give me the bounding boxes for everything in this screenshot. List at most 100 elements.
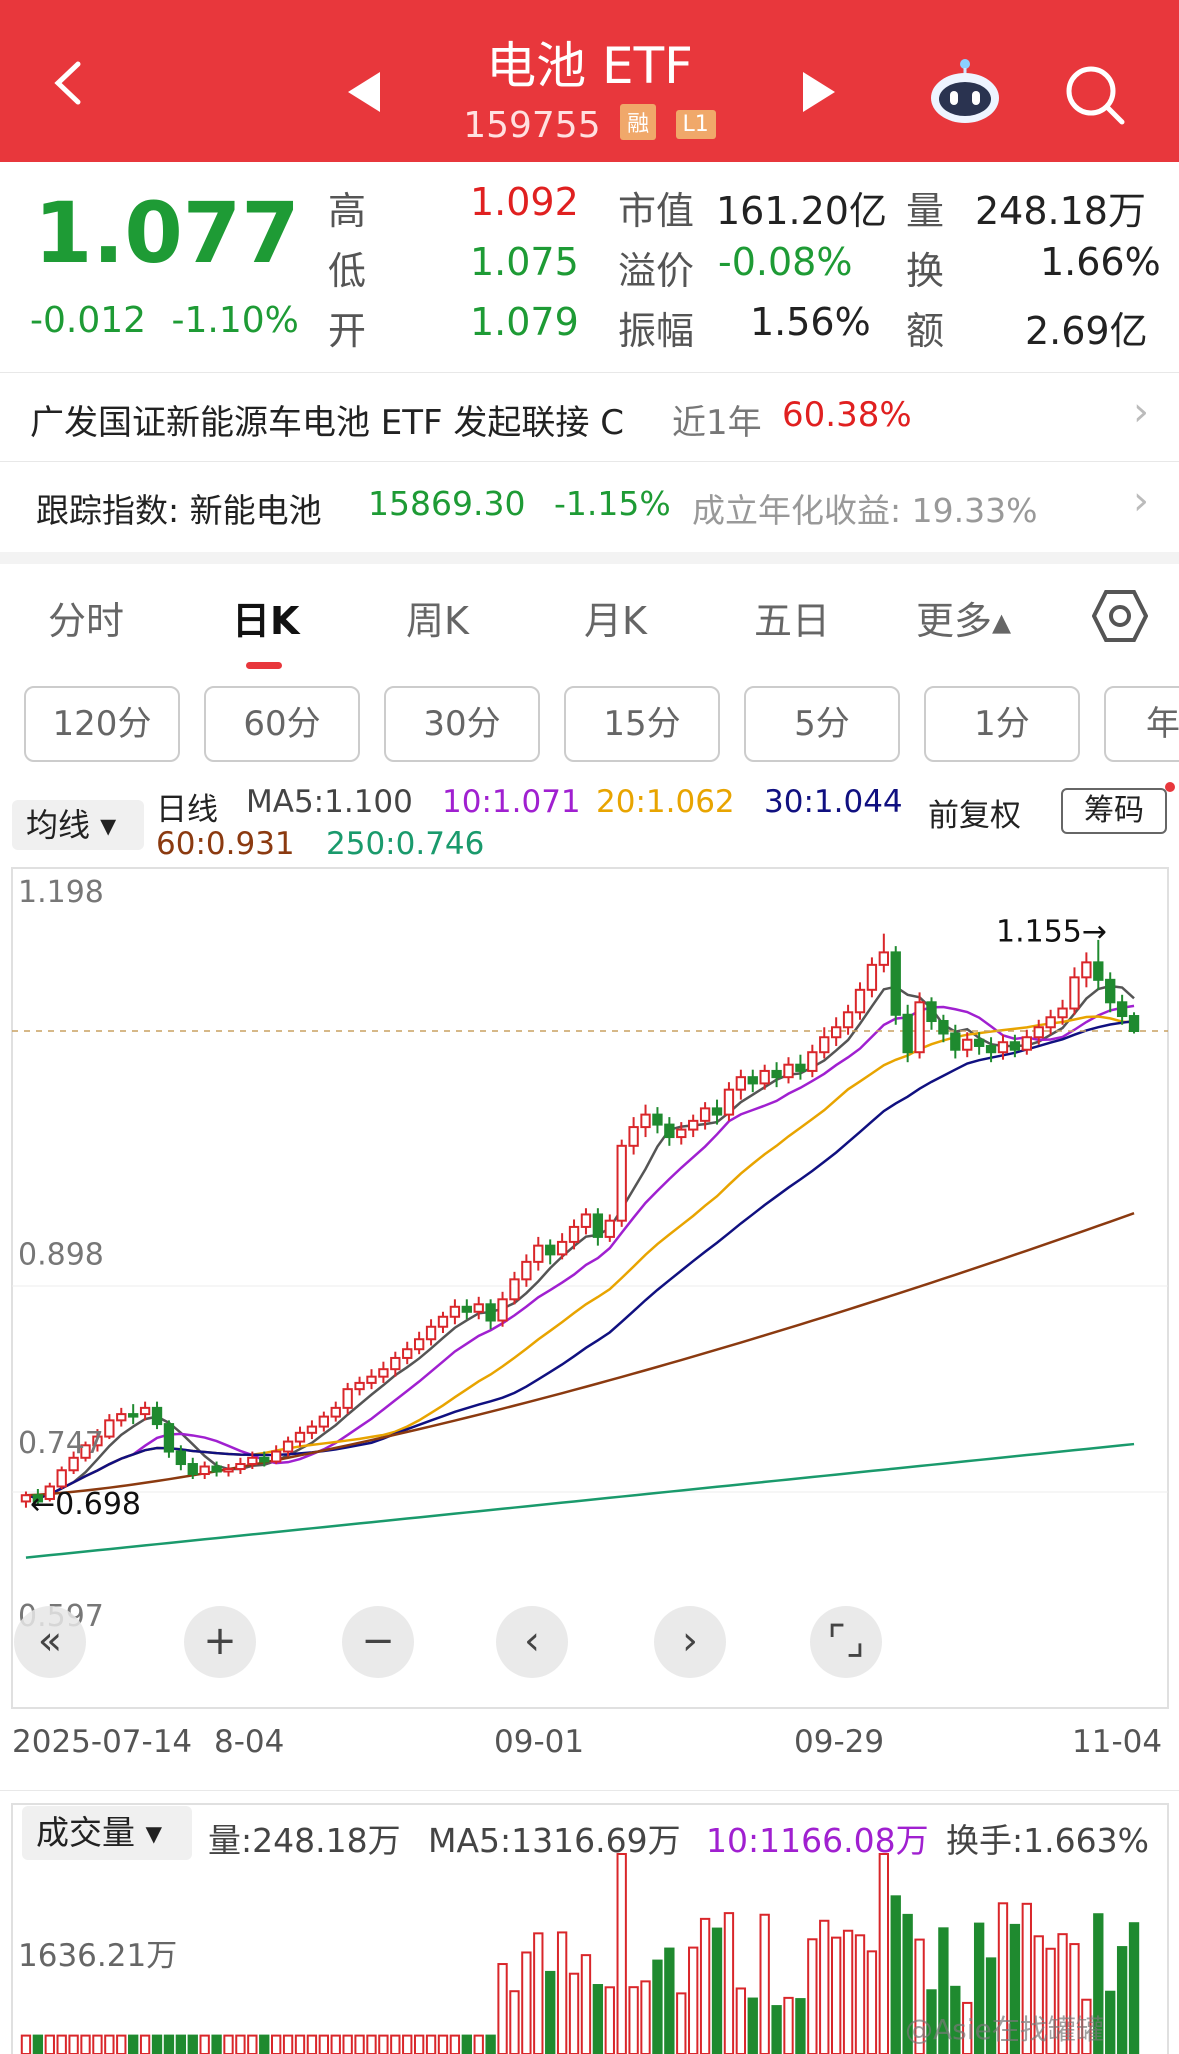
ma10-value: 10:1.071 xyxy=(442,784,581,820)
prev-triangle-icon[interactable] xyxy=(348,72,380,112)
candle-body xyxy=(163,1423,175,1453)
volume-dropdown[interactable]: 成交量 ▾ xyxy=(22,1806,192,1860)
period-60min[interactable]: 60分 xyxy=(204,686,360,762)
volume-bar xyxy=(20,2034,32,2054)
candle-body xyxy=(854,988,866,1014)
ma-dropdown[interactable]: 均线 ▾ xyxy=(12,800,144,850)
section-gap xyxy=(0,552,1179,564)
volume-bar xyxy=(211,2034,222,2054)
volume-bar xyxy=(1057,1933,1068,2054)
period-5min[interactable]: 5分 xyxy=(744,686,900,762)
annualized-return: 成立年化收益: 19.33% xyxy=(692,491,1038,530)
candle-body xyxy=(997,1041,1009,1054)
chips-button[interactable]: 筹码 xyxy=(1061,788,1167,834)
candle-body xyxy=(366,1375,377,1384)
volume-bar xyxy=(92,2034,103,2054)
candle-body xyxy=(902,1013,913,1054)
divider xyxy=(0,1790,1179,1791)
volume-bar xyxy=(711,1927,723,2054)
volume-bar xyxy=(735,1987,747,2054)
candle-body xyxy=(1021,1036,1032,1051)
fullscreen-button[interactable]: ⌜⌟ xyxy=(810,1606,882,1678)
candle-body xyxy=(771,1069,782,1079)
candle-body xyxy=(759,1069,770,1085)
tab-daily-k[interactable]: 日K xyxy=(232,599,300,643)
volume-bar xyxy=(652,1959,663,2054)
candle-body xyxy=(1033,1026,1044,1039)
volume-bar xyxy=(771,2005,782,2054)
index-label: 跟踪指数: 新能电池 xyxy=(36,491,322,530)
tab-monthly-k[interactable]: 月K xyxy=(584,599,647,643)
period-15min[interactable]: 15分 xyxy=(564,686,720,762)
volume-bar xyxy=(235,2034,246,2054)
volume-bar xyxy=(628,1986,639,2054)
volume-bar xyxy=(223,2034,234,2054)
volume-current: 量:248.18万 xyxy=(208,1821,401,1860)
adjust-mode[interactable]: 前复权 xyxy=(928,798,1021,834)
candle-body xyxy=(747,1076,758,1085)
volume-bar xyxy=(437,2034,449,2054)
period-return: 60.38% xyxy=(782,395,912,435)
volume-bar xyxy=(80,2034,91,2054)
linked-fund-row[interactable]: 广发国证新能源车电池 ETF 发起联接 C 近1年 60.38% › xyxy=(0,375,1179,461)
linked-fund-name: 广发国证新能源车电池 ETF 发起联接 C xyxy=(30,403,624,443)
tab-five-day[interactable]: 五日 xyxy=(754,599,831,643)
tab-weekly-k[interactable]: 周K xyxy=(406,599,469,643)
candle-body xyxy=(437,1315,449,1328)
high-label: 高 xyxy=(328,189,367,233)
candle-body xyxy=(699,1107,711,1122)
ma60-line xyxy=(25,1212,1135,1497)
candle-body xyxy=(282,1440,294,1453)
ma60-value: 60:0.931 xyxy=(156,826,295,862)
period-30min[interactable]: 30分 xyxy=(384,686,540,762)
search-icon[interactable] xyxy=(1064,64,1126,126)
volume-bar xyxy=(378,2034,389,2054)
volume-bar xyxy=(187,2034,198,2054)
scroll-left-button[interactable]: ‹ xyxy=(496,1606,568,1678)
volume-bar xyxy=(68,2034,79,2054)
volume-bar xyxy=(1009,1923,1021,2054)
volume-bar xyxy=(413,2034,425,2054)
volume-bar xyxy=(914,1938,925,2054)
x-tick-label: 2025-07-14 xyxy=(12,1724,193,1760)
period-1min[interactable]: 1分 xyxy=(924,686,1080,762)
period-year[interactable]: 年 xyxy=(1104,686,1179,762)
volume-bar xyxy=(902,1913,913,2054)
next-triangle-icon[interactable] xyxy=(803,72,835,112)
scroll-right-button[interactable]: › xyxy=(654,1606,726,1678)
top-header: 电池 ETF 159755 融 L1 xyxy=(0,0,1179,162)
zoom-in-button[interactable]: + xyxy=(184,1606,256,1678)
tracking-index-row[interactable]: 跟踪指数: 新能电池 15869.30 -1.15% 成立年化收益: 19.33… xyxy=(0,462,1179,550)
candle-body xyxy=(604,1219,615,1238)
back-arrow-icon[interactable] xyxy=(48,60,94,106)
volume-bar xyxy=(104,2034,115,2054)
candle-body xyxy=(533,1244,544,1263)
volume-bar xyxy=(676,1992,687,2054)
candle-body xyxy=(402,1348,413,1359)
candle-body xyxy=(866,963,878,991)
candle-body xyxy=(1057,1007,1068,1019)
volume-chart[interactable] xyxy=(0,1794,1179,2054)
tab-intraday[interactable]: 分时 xyxy=(48,599,125,643)
amplitude-value: 1.56% xyxy=(750,300,871,344)
zoom-out-button[interactable]: − xyxy=(342,1606,414,1678)
candle-body xyxy=(1105,978,1116,1004)
volume-bar xyxy=(151,2034,163,2054)
volume-bar xyxy=(509,1990,520,2054)
volume-bar xyxy=(521,1951,532,2054)
candle-body xyxy=(80,1444,91,1459)
period-120min[interactable]: 120分 xyxy=(24,686,180,762)
hexagon-settings-icon[interactable] xyxy=(1092,588,1148,644)
robot-assistant-icon[interactable] xyxy=(928,58,1002,124)
candle-body xyxy=(247,1456,258,1466)
ma-legend: 均线 ▾ 日线 MA5:1.100 10:1.071 20:1.062 30:1… xyxy=(0,782,1179,866)
rewind-button[interactable]: « xyxy=(14,1606,86,1678)
candle-body xyxy=(711,1107,723,1116)
tab-more[interactable]: 更多▴ xyxy=(916,599,1012,643)
candle-body xyxy=(509,1278,520,1301)
ma5-line xyxy=(25,984,1135,1500)
volume-bar xyxy=(44,2034,55,2054)
candle-body xyxy=(151,1406,163,1426)
change-percent: -1.10% xyxy=(171,300,299,341)
